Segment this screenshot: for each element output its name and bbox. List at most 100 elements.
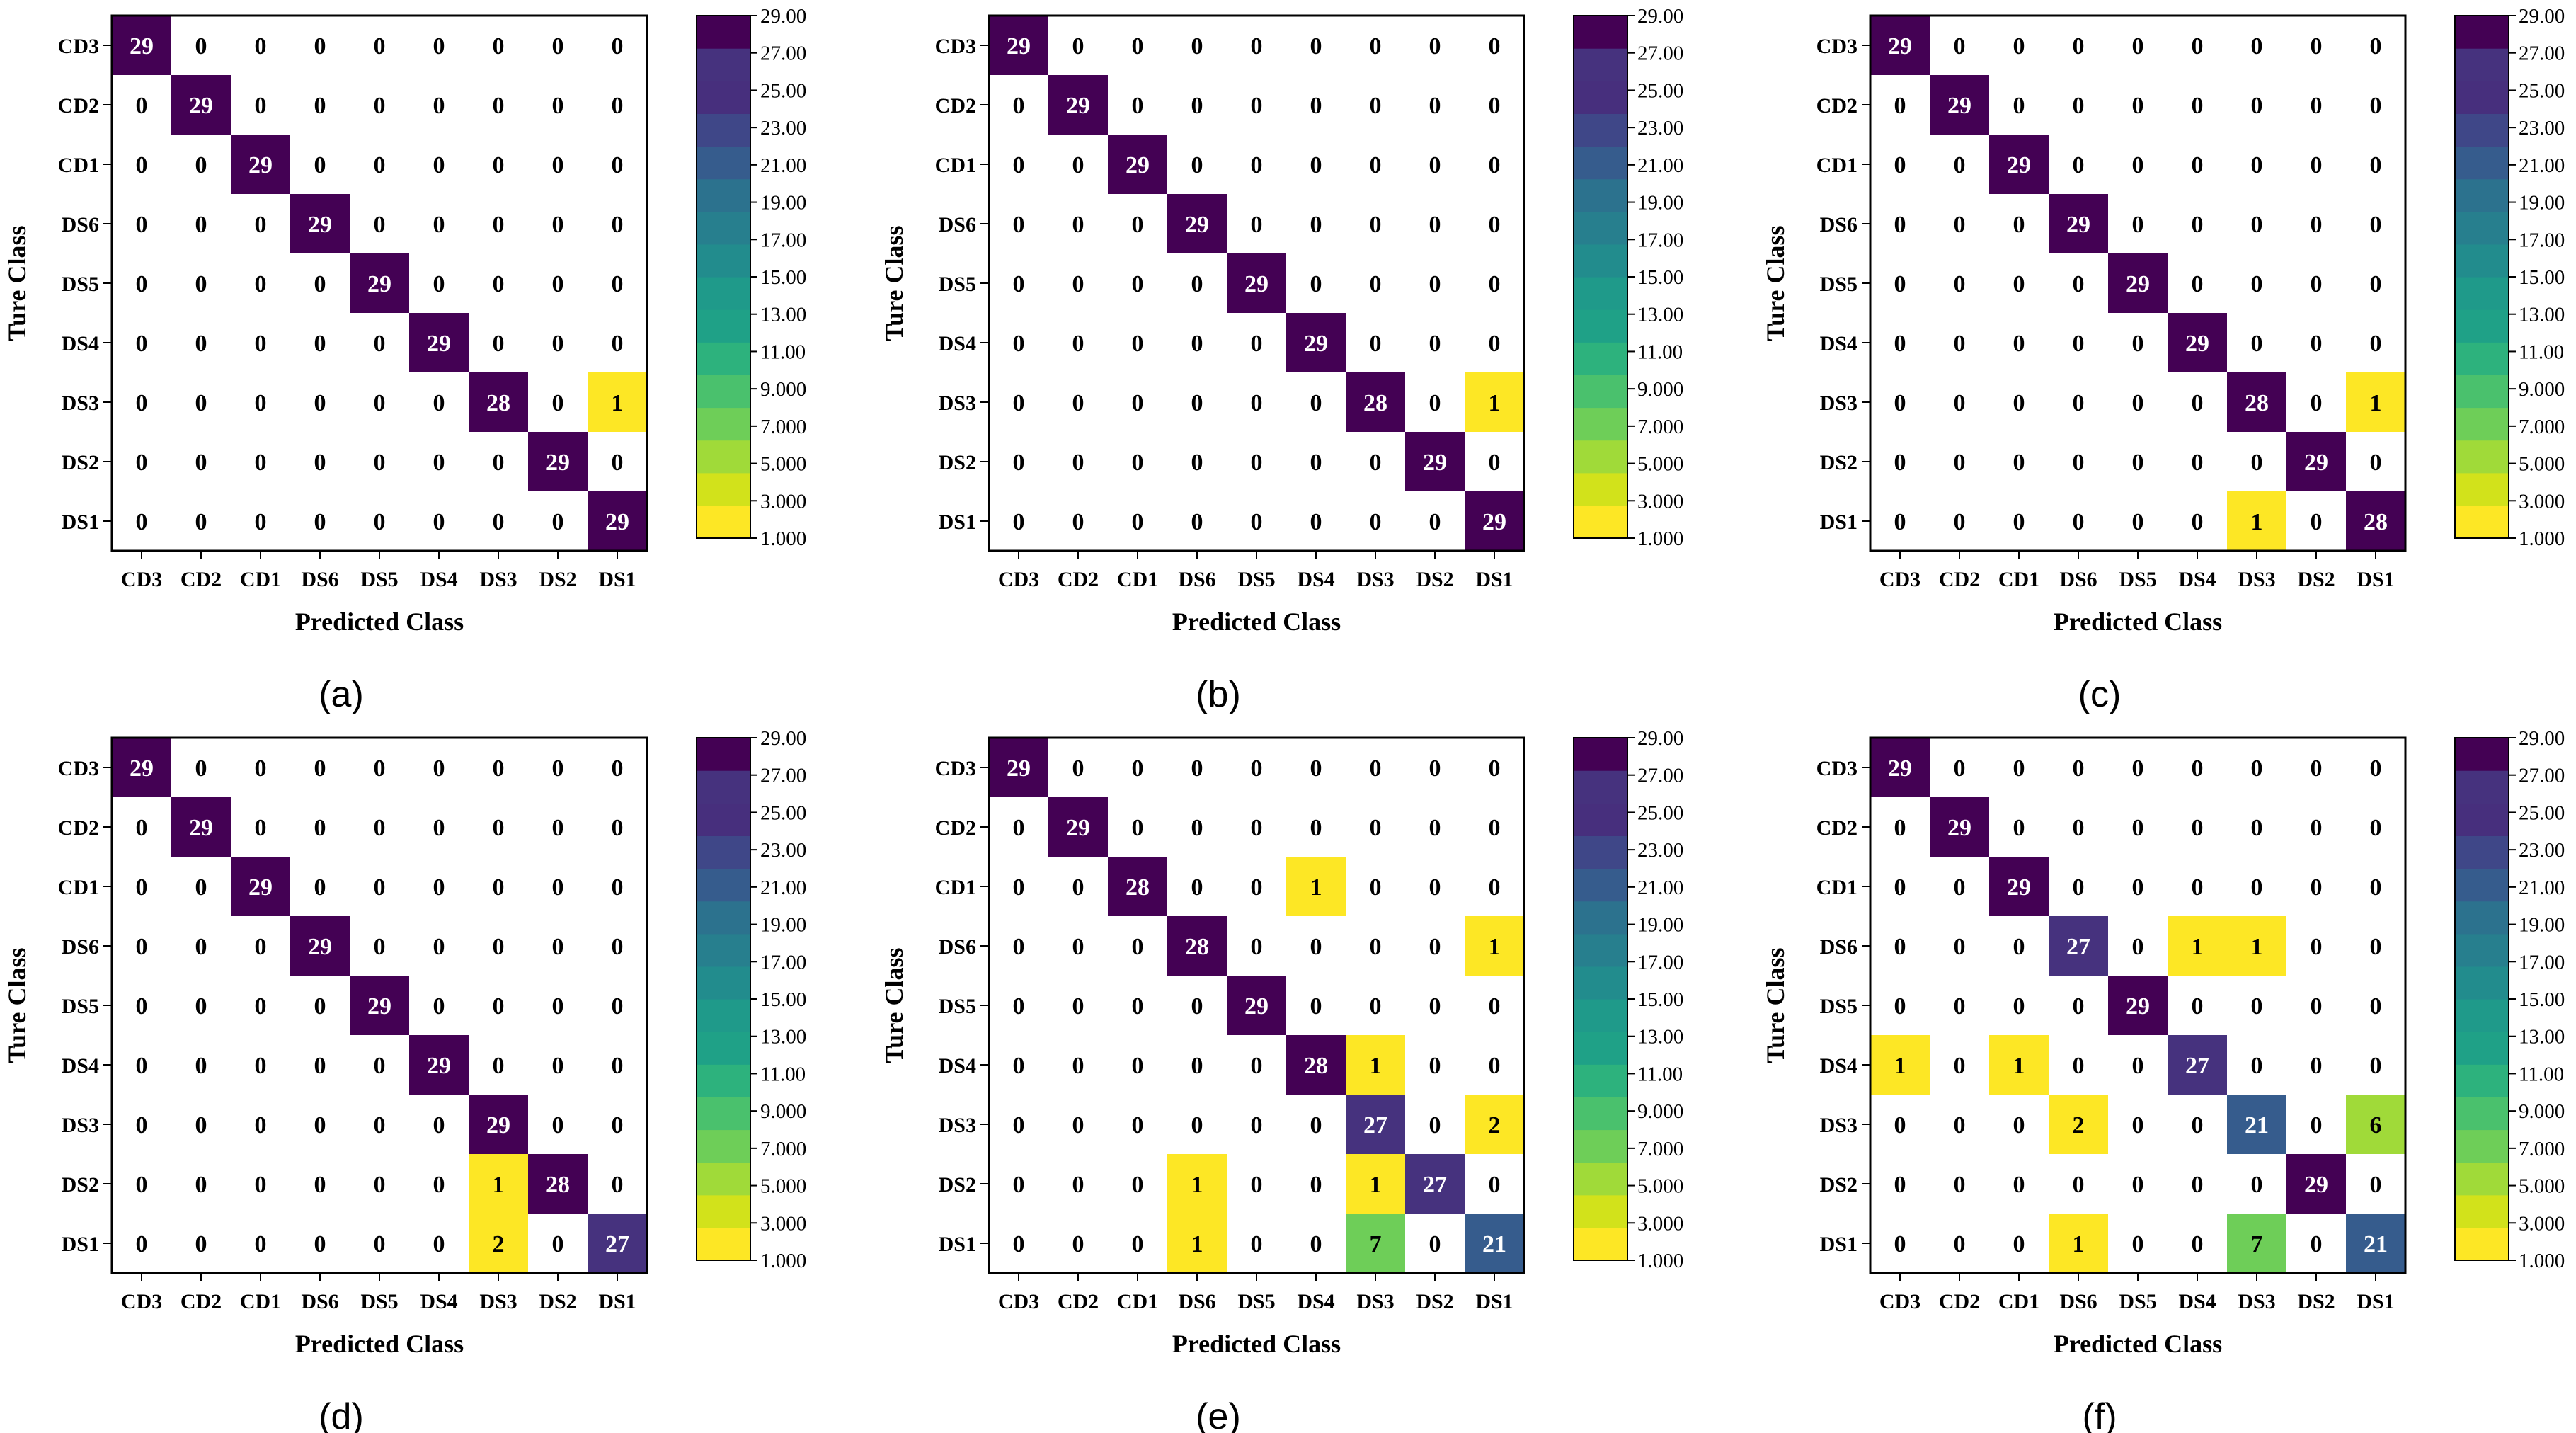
panel-e-y-tick-label: DS3 — [939, 1114, 976, 1137]
panel-c-cell-value-DS5-DS3: 0 — [2251, 271, 2263, 297]
panel-d-colorbar-band — [697, 738, 750, 771]
panel-c-cell-value-DS2-DS3: 0 — [2251, 450, 2263, 476]
panel-a-cell-value-CD1-CD1: 29 — [248, 152, 273, 178]
panel-d-cell-value-CD2-CD3: 0 — [136, 815, 148, 841]
panel-e-colorbar-band — [1574, 1162, 1627, 1196]
panel-b-cell-value-CD2-DS4: 0 — [1310, 93, 1322, 119]
panel-a-cell-value-CD1-CD3: 0 — [136, 152, 148, 178]
panel-f-y-axis-title: Ture Class — [1761, 947, 1790, 1063]
panel-b-colorbar-band — [1574, 81, 1627, 114]
panel-a-colorbar-tick-label: 13.00 — [760, 304, 806, 326]
panel-e-cell-value-DS4-CD3: 0 — [1013, 1053, 1025, 1079]
panel-e-cell-DS1-DS3 — [1346, 1214, 1405, 1273]
panel-c-cell-value-CD3-DS1: 0 — [2370, 33, 2382, 59]
panel-d-y-tick-label: DS1 — [62, 1233, 99, 1256]
panel-a-cell-value-DS3-CD1: 0 — [255, 390, 267, 416]
panel-c-cell-value-DS3-DS4: 0 — [2192, 390, 2204, 416]
panel-f-colorbar-tick-label: 7.000 — [2519, 1138, 2565, 1160]
panel-e-cell-CD2-CD2 — [1048, 797, 1108, 857]
panel-c-colorbar-tick-label: 19.00 — [2519, 192, 2565, 215]
panel-c-colorbar-band — [2455, 440, 2509, 474]
panel-d-cell-value-CD2-CD1: 0 — [255, 815, 267, 841]
panel-b-cell-value-DS2-DS1: 0 — [1489, 450, 1501, 476]
panel-b-colorbar-tick-label: 3.000 — [1637, 490, 1683, 513]
panel-a-cell-value-DS5-CD1: 0 — [255, 271, 267, 297]
panel-b-colorbar-tick-label: 25.00 — [1637, 79, 1683, 102]
panel-d-x-tick-label: CD2 — [181, 1290, 222, 1313]
panel-b-colorbar-tick-label: 21.00 — [1637, 154, 1683, 177]
panel-f-x-tick-label: CD3 — [1879, 1290, 1920, 1313]
panel-d-cell-value-DS6-DS5: 0 — [374, 934, 386, 960]
panel-f-cell-DS6-DS4 — [2168, 916, 2227, 976]
panel-c-y-tick-label: DS3 — [1820, 392, 1857, 415]
panel-f-cell-value-DS4-CD3: 1 — [1894, 1053, 1906, 1079]
panel-e-y-tick-label: DS4 — [939, 1054, 976, 1078]
panel-f-y-tick-label: CD3 — [1816, 757, 1857, 780]
panel-e-cell-value-DS4-DS1: 0 — [1489, 1053, 1501, 1079]
panel-d-cell-DS1-DS1 — [588, 1214, 647, 1273]
panel-b-x-tick-label: DS1 — [1475, 568, 1513, 591]
panel-e-cell-value-DS5-CD1: 0 — [1132, 993, 1144, 1020]
panel-d-cell-value-DS3-DS2: 0 — [552, 1112, 564, 1138]
panel-e-colorbar-band — [1574, 1194, 1627, 1228]
panel-b-cell-value-DS6-CD3: 0 — [1013, 212, 1025, 238]
panel-d-cell-value-CD2-CD2: 29 — [189, 815, 213, 841]
panel-c-cell-value-DS1-DS6: 0 — [2073, 509, 2085, 535]
panel-b-cell-value-CD1-DS4: 0 — [1310, 152, 1322, 178]
panel-e-cell-value-CD3-DS3: 0 — [1370, 755, 1382, 782]
panel-b-cell-value-CD3-DS1: 0 — [1489, 33, 1501, 59]
panel-b-cell-value-CD3-CD1: 0 — [1132, 33, 1144, 59]
panel-b-cell-value-DS3-DS2: 0 — [1429, 390, 1441, 416]
panel-b-cell-value-DS2-CD1: 0 — [1132, 450, 1144, 476]
panel-b-cell-value-DS3-DS5: 0 — [1251, 390, 1263, 416]
panel-e-cell-DS4-DS3 — [1346, 1035, 1405, 1095]
panel-e-cell-value-CD2-CD1: 0 — [1132, 815, 1144, 841]
panel-b-cell-value-CD1-CD3: 0 — [1013, 152, 1025, 178]
panel-c-colorbar-tick-label: 15.00 — [2519, 266, 2565, 289]
panel-c-cell-value-CD1-CD3: 0 — [1894, 152, 1906, 178]
panel-e-colorbar-tick-label: 19.00 — [1637, 914, 1683, 937]
panel-c-cell-value-DS6-DS4: 0 — [2192, 212, 2204, 238]
panel-b-cell-value-DS4-CD1: 0 — [1132, 331, 1144, 357]
panel-c-cell-value-DS1-CD2: 0 — [1954, 509, 1966, 535]
panel-f-cell-value-DS3-CD1: 0 — [2013, 1112, 2025, 1138]
panel-a-cell-DS4-DS4 — [409, 313, 469, 372]
panel-f-colorbar-tick-label: 3.000 — [2519, 1212, 2565, 1235]
panel-e-cell-value-DS6-DS1: 1 — [1489, 934, 1501, 960]
panel-d-cell-value-DS3-CD1: 0 — [255, 1112, 267, 1138]
panel-e-colorbar-tick-label: 5.000 — [1637, 1175, 1683, 1198]
panel-c-cell-value-DS2-CD2: 0 — [1954, 450, 1966, 476]
panel-d-colorbar-tick-label: 11.00 — [760, 1063, 806, 1085]
panel-f-cell-value-CD1-DS2: 0 — [2311, 874, 2323, 901]
panel-f-colorbar-tick-label: 17.00 — [2519, 951, 2565, 974]
panel-b-cell-value-DS5-DS5: 29 — [1244, 271, 1269, 297]
panel-f-colorbar-tick-label: 15.00 — [2519, 988, 2565, 1011]
panel-b-colorbar-tick-label: 13.00 — [1637, 304, 1683, 326]
panel-e-y-tick-label: CD2 — [935, 816, 976, 840]
panel-b-y-tick-label: CD1 — [935, 154, 976, 177]
panel-f-cell-value-CD1-CD3: 0 — [1894, 874, 1906, 901]
panel-b-cell-value-CD2-CD3: 0 — [1013, 93, 1025, 119]
panel-d-cell-value-DS2-CD2: 0 — [195, 1172, 207, 1198]
panel-f-cell-value-DS5-DS1: 0 — [2370, 993, 2382, 1020]
panel-e-cell-CD3-CD3 — [989, 738, 1048, 797]
panel-a-cell-DS6-DS6 — [290, 194, 350, 253]
panel-e-cell-value-DS1-DS5: 0 — [1251, 1231, 1263, 1257]
panel-b-cell-value-DS5-CD2: 0 — [1072, 271, 1084, 297]
panel-c-cell-value-DS4-DS4: 29 — [2185, 331, 2209, 357]
panel-f-cell-DS6-DS6 — [2049, 916, 2108, 976]
panel-a-cell-value-DS3-DS1: 1 — [612, 390, 624, 416]
panel-f-cell-DS1-DS1 — [2346, 1214, 2405, 1273]
panel-d-cell-value-CD3-DS1: 0 — [612, 755, 624, 782]
panel-a-cell-value-DS1-DS4: 0 — [433, 509, 445, 535]
panel-e-x-tick-label: DS5 — [1237, 1290, 1275, 1313]
panel-b-cell-value-DS4-DS1: 0 — [1489, 331, 1501, 357]
panel-c-cell-value-CD3-DS6: 0 — [2073, 33, 2085, 59]
panel-a-colorbar-tick-label: 21.00 — [760, 154, 806, 177]
panel-f-cell-value-CD1-DS6: 0 — [2073, 874, 2085, 901]
panel-f-colorbar-band — [2455, 803, 2509, 836]
panel-a-colorbar-band — [697, 113, 750, 147]
panel-f-cell-value-DS3-CD2: 0 — [1954, 1112, 1966, 1138]
panel-d-x-tick-label: DS3 — [479, 1290, 517, 1313]
panel-f-cell-value-DS2-CD2: 0 — [1954, 1172, 1966, 1198]
